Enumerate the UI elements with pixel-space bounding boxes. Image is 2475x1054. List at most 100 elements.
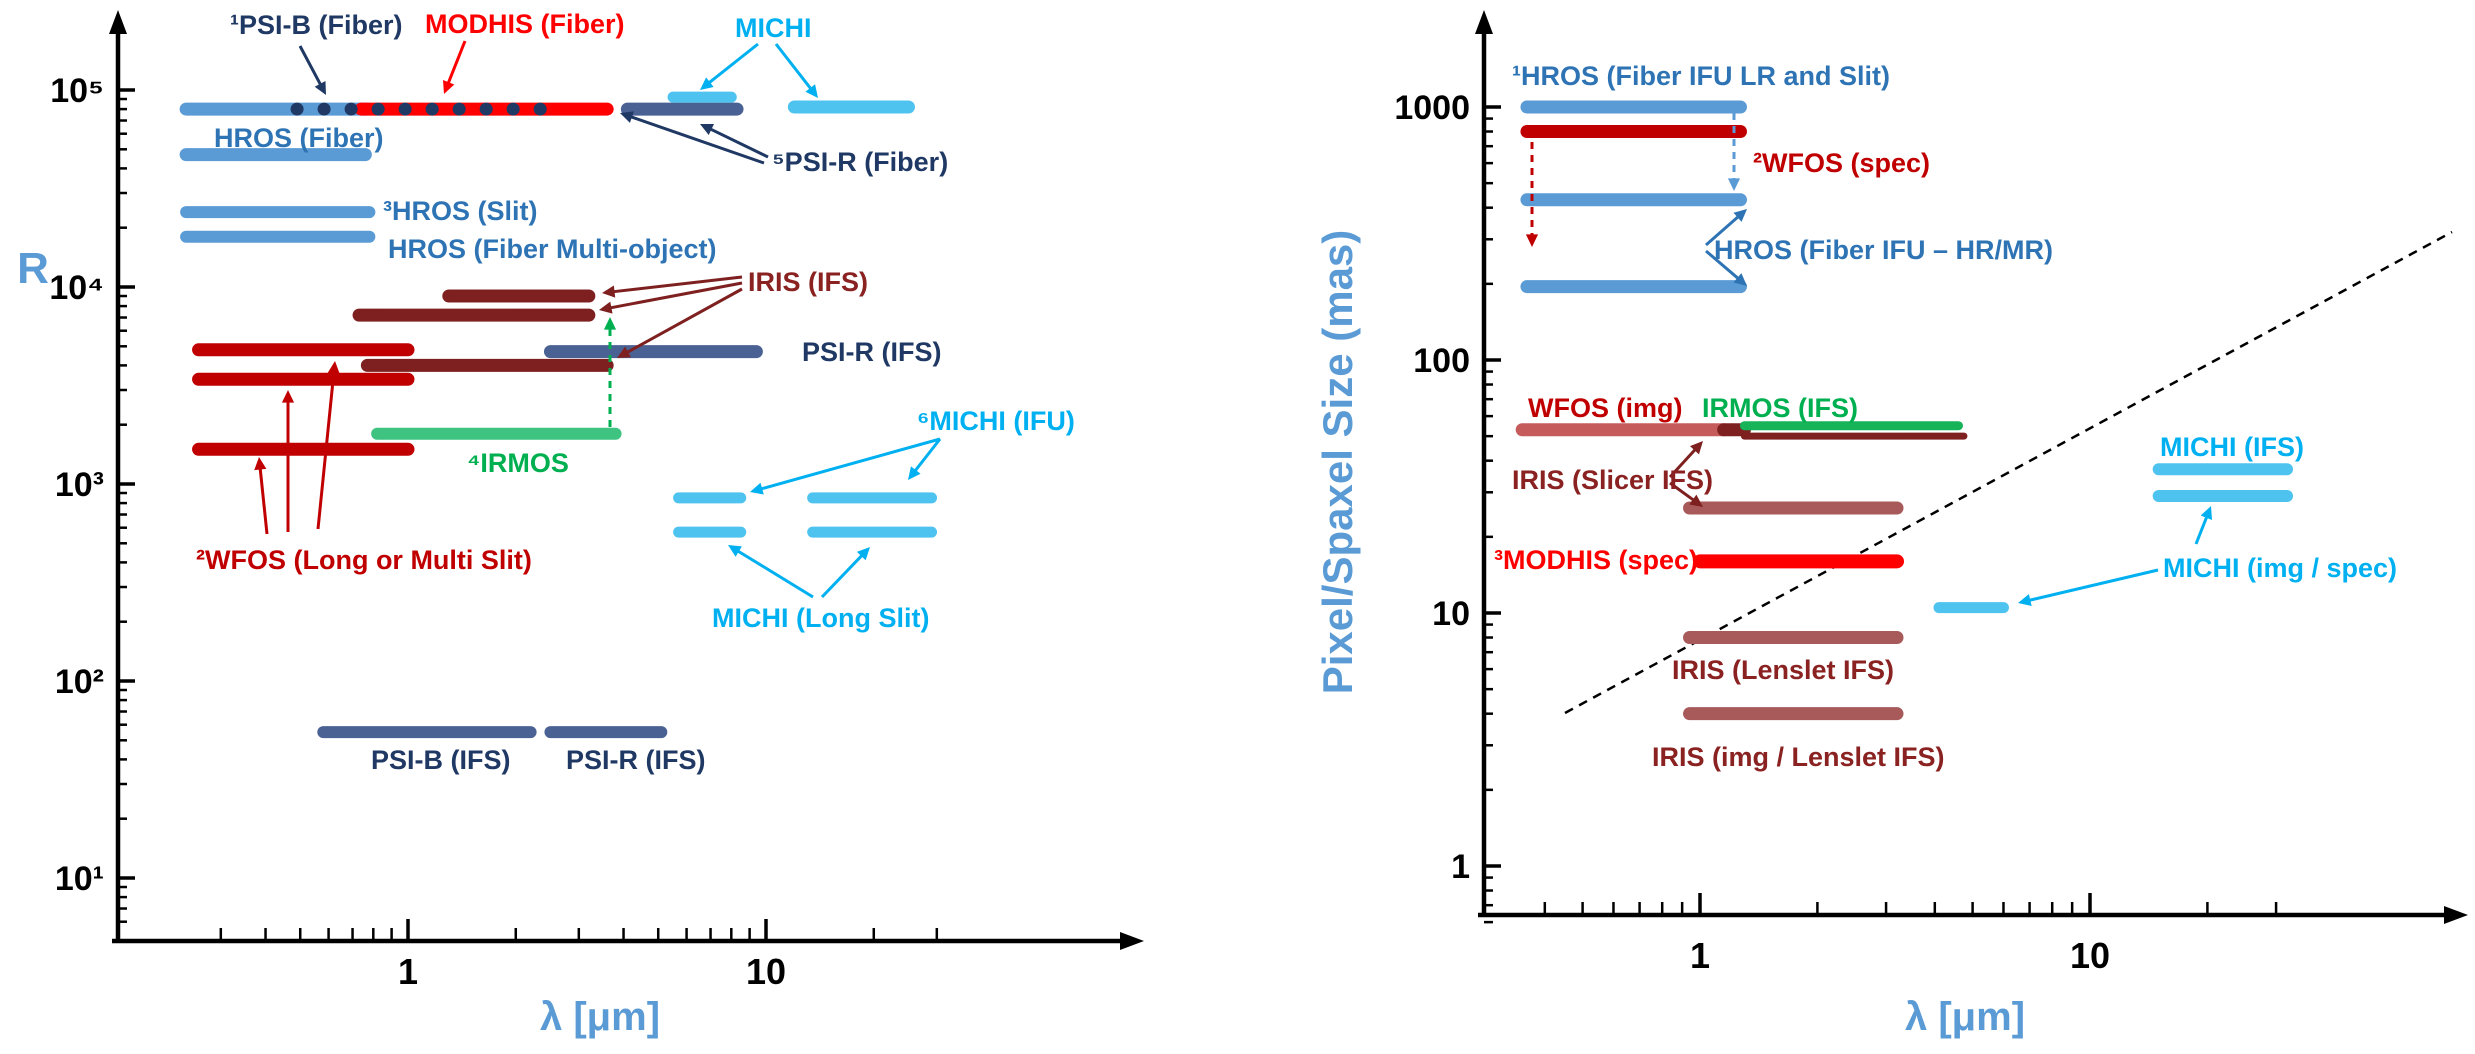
arrow-11 <box>316 371 336 530</box>
arrow-2-head <box>1733 209 1747 222</box>
arrow-1-head <box>442 80 455 94</box>
arrow-5 <box>1669 481 1696 503</box>
dot <box>452 102 466 116</box>
x-tick-label: 1 <box>1690 935 1710 976</box>
dot <box>533 102 547 116</box>
arrow-6 <box>612 275 743 294</box>
x-axis-arrowhead <box>2444 906 2468 924</box>
axes <box>109 10 1144 950</box>
arrow-4 <box>708 127 769 159</box>
arrow-5-head <box>620 111 634 123</box>
label-michi-top-label: MICHI <box>735 13 812 43</box>
label-hros-hrmr-label: HROS (Fiber IFU – HR/MR) <box>1714 235 2053 265</box>
series-bars <box>179 91 938 739</box>
label-psi-r-ifs-label: PSI-R (IFS) <box>802 337 942 367</box>
y-tick-label: 10¹ <box>55 860 104 898</box>
x-tick-label: 10 <box>746 951 786 992</box>
dot <box>425 102 439 116</box>
label-wfos-img-label: WFOS (img) <box>1528 393 1682 423</box>
dot <box>506 102 520 116</box>
arrow-16 <box>820 553 864 599</box>
arrow-2-head <box>700 77 714 90</box>
arrow-3 <box>1705 249 1740 281</box>
label-wfos-label: ²WFOS (Long or Multi Slit) <box>196 545 532 575</box>
label-iris-img-label: IRIS (img / Lenslet IFS) <box>1652 742 1945 772</box>
arrow-4-head <box>1689 441 1703 455</box>
annotation-arrows <box>1525 113 2213 607</box>
label-michi-ifu-label: ⁶MICHI (IFU) <box>917 406 1075 436</box>
y-tick-label: 10⁴ <box>49 269 104 307</box>
dot <box>479 102 493 116</box>
arrow-0-head <box>1525 234 1539 247</box>
arrow-14 <box>913 438 942 473</box>
arrow-7-head <box>599 301 613 314</box>
y-tick-label: 10² <box>55 663 104 701</box>
label-modhis-fiber-label: MODHIS (Fiber) <box>425 9 625 39</box>
arrow-9 <box>258 467 269 535</box>
label-irmos-label: ⁴IRMOS <box>467 448 569 478</box>
x-tick-label: 10 <box>2070 935 2110 976</box>
arrow-4-head <box>700 124 714 135</box>
arrow-12-head <box>603 317 617 330</box>
x-axis-title: λ [μm] <box>1905 995 2025 1039</box>
arrow-0 <box>298 45 323 87</box>
chart-pixel-size: 1000 100 10 1 1 10 ¹HROS (Fiber IFU LR and Sli… <box>1314 10 2468 1039</box>
arrow-7-head <box>2018 594 2032 607</box>
psi-b-fiber-dots <box>290 102 547 116</box>
dot <box>317 102 331 116</box>
arrow-3 <box>774 43 813 91</box>
arrow-11-head <box>327 361 340 375</box>
label-modhis-spec-label: ³MODHIS (spec) <box>1494 545 1698 575</box>
x-axis-arrowhead <box>1120 932 1144 950</box>
arrow-8 <box>625 287 743 355</box>
label-michi-longslit-label: MICHI (Long Slit) <box>712 603 929 633</box>
y-tick-label: 10⁵ <box>50 72 104 110</box>
label-iris-slicer-label: IRIS (Slicer IFS) <box>1512 465 1713 495</box>
arrow-14-head <box>908 466 921 480</box>
arrow-0-head <box>314 81 326 95</box>
label-wfos-spec-label: ²WFOS (spec) <box>1753 148 1930 178</box>
arrow-7 <box>2027 568 2159 603</box>
y-axis-arrowhead <box>1475 10 1493 34</box>
label-irmos-ifs-label: IRMOS (IFS) <box>1702 393 1858 423</box>
arrow-7 <box>609 281 743 310</box>
arrow-15 <box>736 549 814 599</box>
arrow-4 <box>1668 447 1698 479</box>
y-tick-label: 1000 <box>1394 89 1470 127</box>
y-axis-title: Pixel/Spaxel Size (mas) <box>1314 230 1361 695</box>
label-psi-b-ifs-label: PSI-B (IFS) <box>371 745 511 775</box>
arrow-2 <box>1705 214 1741 247</box>
y-tick-label: 10³ <box>55 466 104 504</box>
series-bars <box>1515 100 2294 721</box>
arrow-1-head <box>1727 178 1741 191</box>
arrow-9-head <box>254 457 267 471</box>
arrow-5-head <box>1689 494 1703 507</box>
arrow-13 <box>759 437 941 491</box>
chart-resolution: 10⁵ 10⁴ 10³ 10² 10¹ 1 10 ¹PSI-B (Fiber) MODHIS (… <box>17 9 1144 1039</box>
y-tick-label: 100 <box>1413 342 1470 380</box>
label-psi-r-ifs-bottom-label: PSI-R (IFS) <box>566 745 706 775</box>
arrow-2 <box>707 42 759 85</box>
label-iris-lenslet-label: IRIS (Lenslet IFS) <box>1672 655 1894 685</box>
label-psi-b-fiber-label: ¹PSI-B (Fiber) <box>230 10 403 40</box>
arrow-15-head <box>728 545 742 557</box>
arrow-6-head <box>2200 506 2213 520</box>
y-axis-arrowhead <box>109 10 127 34</box>
label-hros-lr-slit-label: ¹HROS (Fiber IFU LR and Slit) <box>1512 61 1890 91</box>
arrow-3-head <box>1733 273 1747 286</box>
arrow-6-head <box>602 285 616 298</box>
arrow-3-head <box>805 84 818 98</box>
arrow-8-head <box>617 346 631 358</box>
label-hros-multiobject-label: HROS (Fiber Multi-object) <box>388 234 716 264</box>
arrow-5 <box>629 115 765 165</box>
axes <box>1475 10 2468 924</box>
dot <box>344 102 358 116</box>
dot <box>398 102 412 116</box>
dot <box>290 102 304 116</box>
label-michi-img-label: MICHI (img / spec) <box>2163 553 2397 583</box>
x-tick-label: 1 <box>398 951 418 992</box>
x-axis-title: λ [μm] <box>540 995 660 1039</box>
y-tick-label: 1 <box>1451 848 1470 886</box>
arrow-13-head <box>750 482 764 495</box>
